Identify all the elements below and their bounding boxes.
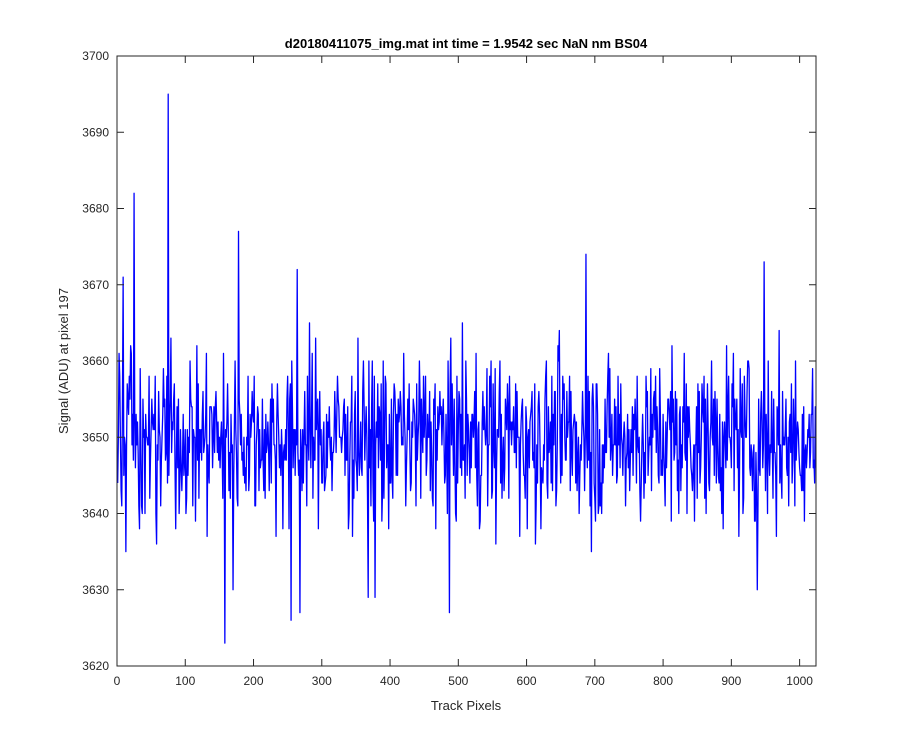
plot-area: 0 100 200 300 400 500 600 700 800 900 1000 3620 363… bbox=[82, 49, 817, 688]
y-tick-label: 3630 bbox=[82, 583, 109, 597]
x-axis-label: Track Pixels bbox=[431, 698, 502, 713]
y-tick-label: 3670 bbox=[82, 278, 109, 292]
x-tick-label: 400 bbox=[380, 674, 400, 688]
y-axis-label: Signal (ADU) at pixel 197 bbox=[56, 288, 71, 434]
x-tick-label: 700 bbox=[585, 674, 605, 688]
y-tick-label: 3620 bbox=[82, 659, 109, 673]
x-tick-label: 800 bbox=[653, 674, 673, 688]
y-tick-label: 3700 bbox=[82, 49, 109, 63]
x-tick-label: 600 bbox=[517, 674, 537, 688]
series-layer bbox=[117, 93, 816, 644]
signal-line bbox=[117, 93, 816, 644]
y-tick-label: 3660 bbox=[82, 354, 109, 368]
y-tick-label: 3640 bbox=[82, 507, 109, 521]
x-tick-label: 1000 bbox=[786, 674, 813, 688]
x-tick-label: 100 bbox=[175, 674, 195, 688]
y-tick-label: 3680 bbox=[82, 202, 109, 216]
x-tick-label: 900 bbox=[721, 674, 741, 688]
x-tick-label: 0 bbox=[114, 674, 121, 688]
chart-title: d20180411075_img.mat int time = 1.9542 s… bbox=[285, 36, 648, 51]
y-axis-ticks: 3620 3630 3640 3650 3660 3670 3680 3690 3700 bbox=[82, 49, 816, 673]
x-tick-label: 300 bbox=[312, 674, 332, 688]
x-axis-ticks: 0 100 200 300 400 500 600 700 800 900 1000 bbox=[114, 56, 813, 688]
y-tick-label: 3650 bbox=[82, 430, 109, 444]
x-tick-label: 500 bbox=[448, 674, 468, 688]
y-tick-label: 3690 bbox=[82, 125, 109, 139]
x-tick-label: 200 bbox=[244, 674, 264, 688]
